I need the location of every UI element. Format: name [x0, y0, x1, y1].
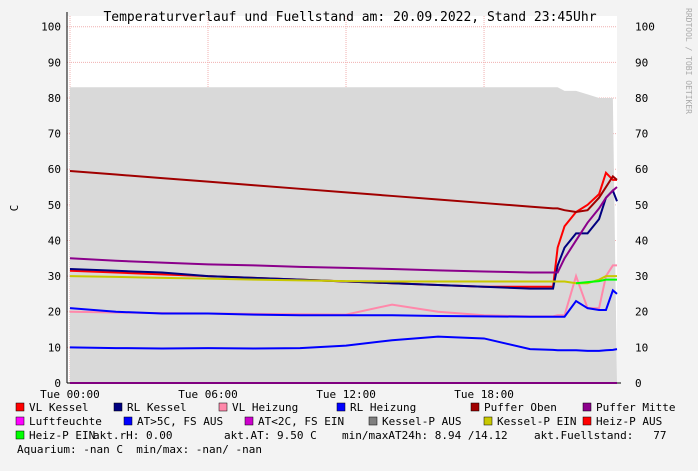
- legend-swatch: [582, 416, 592, 426]
- legend-swatch: [582, 402, 592, 412]
- x-tick-label: Tue 18:00: [454, 388, 514, 401]
- legend-swatch: [113, 402, 123, 412]
- y2-tick-label: 60: [635, 163, 648, 176]
- x-tick-label: Tue 06:00: [178, 388, 238, 401]
- legend-swatch: [15, 416, 25, 426]
- legend-label: Puffer Oben: [484, 401, 557, 414]
- legend-label: AT>5C, FS AUS: [137, 415, 223, 428]
- y-axis-label: C: [8, 205, 21, 212]
- y-tick-label: 90: [48, 56, 61, 69]
- y-tick-label: 20: [48, 306, 61, 319]
- y2-tick-label: 80: [635, 92, 648, 105]
- legend-swatch: [368, 416, 378, 426]
- chart-title: Temperaturverlauf und Fuellstand am: 20.…: [103, 10, 596, 25]
- y2-tick-label: 50: [635, 199, 648, 212]
- y-tick-label: 10: [48, 341, 61, 354]
- y-tick-label: 100: [41, 21, 61, 34]
- legend-swatch: [244, 416, 254, 426]
- legend-label: RL Kessel: [127, 401, 187, 414]
- legend-label: Puffer Mitte: [596, 401, 675, 414]
- y-tick-label: 60: [48, 163, 61, 176]
- legend-swatch: [123, 416, 133, 426]
- line: [69, 288, 618, 318]
- legend-swatch: [218, 402, 228, 412]
- y-tick-label: 30: [48, 270, 61, 283]
- legend-swatch: [15, 430, 25, 440]
- y-tick-label: 80: [48, 92, 61, 105]
- legend-label: VL Heizung: [232, 401, 298, 414]
- y2-tick-label: 30: [635, 270, 648, 283]
- y2-tick-label: 0: [635, 377, 642, 390]
- line: [69, 169, 618, 213]
- legend-swatch: [336, 402, 346, 412]
- y2-tick-label: 70: [635, 128, 648, 141]
- legend-label: Kessel-P EIN: [497, 415, 576, 428]
- legend-label: VL Kessel: [29, 401, 89, 414]
- annotation: min/maxAT24h: 8.94 /14.12: [342, 429, 508, 442]
- area: [69, 87, 618, 383]
- annotation: akt.rH: 0.00: [93, 429, 172, 442]
- legend-swatch: [470, 402, 480, 412]
- legend-swatch: [15, 402, 25, 412]
- legend-label: Kessel-P AUS: [382, 415, 461, 428]
- line: [575, 278, 617, 285]
- annotation: akt.Fuellstand: 77: [534, 429, 666, 442]
- y2-tick-label: 100: [635, 21, 655, 34]
- x-tick-label: Tue 00:00: [40, 388, 100, 401]
- annotation: Aquarium: -nan C min/max: -nan/ -nan: [17, 443, 262, 456]
- y-tick-label: 50: [48, 199, 61, 212]
- y2-tick-label: 40: [635, 234, 648, 247]
- legend-label: Luftfeuchte: [29, 415, 102, 428]
- legend-label: RL Heizung: [350, 401, 416, 414]
- y2-tick-label: 20: [635, 306, 648, 319]
- legend-swatch: [483, 416, 493, 426]
- legend-label: Heiz-P AUS: [596, 415, 662, 428]
- line: [69, 275, 617, 285]
- line: [69, 335, 618, 352]
- y-tick-label: 70: [48, 128, 61, 141]
- y-tick-label: 0: [54, 377, 61, 390]
- line: [69, 188, 618, 290]
- legend-label: AT<2C, FS EIN: [258, 415, 344, 428]
- annotation: akt.AT: 9.50 C: [224, 429, 317, 442]
- watermark: RRDTOOL / TOBI OETIKER: [684, 8, 693, 114]
- y2-tick-label: 90: [635, 56, 648, 69]
- y-tick-label: 40: [48, 234, 61, 247]
- line: [69, 186, 618, 274]
- legend-label: Heiz-P EIN: [29, 429, 95, 442]
- x-tick-label: Tue 12:00: [316, 388, 376, 401]
- y2-tick-label: 10: [635, 341, 648, 354]
